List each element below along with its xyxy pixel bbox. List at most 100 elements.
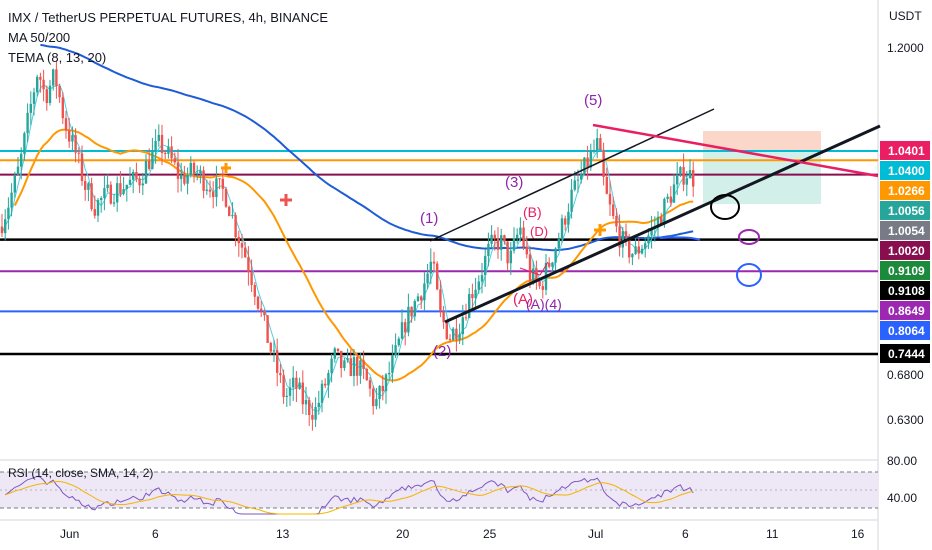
ma200-line xyxy=(40,43,694,252)
candle-body xyxy=(471,293,474,299)
candle-body xyxy=(240,243,244,248)
candle-body xyxy=(429,261,432,274)
x-tick-label: 16 xyxy=(851,527,865,541)
price-tags: 1.0401 1.0400 1.0266 1.0056 1.0054 1.0020 0.91… xyxy=(880,140,930,363)
candle-body xyxy=(250,272,253,286)
candle-body xyxy=(413,301,416,317)
candle-body xyxy=(10,192,13,208)
candle-body xyxy=(298,382,301,389)
wave-label-2: (2) xyxy=(433,343,451,360)
price-tag-bg xyxy=(880,280,930,300)
rsi-line xyxy=(4,475,694,515)
candle-body xyxy=(522,227,525,247)
candle-body xyxy=(439,289,442,312)
candle-body xyxy=(253,285,256,297)
tema-indicator-label[interactable]: TEMA (8, 13, 20) xyxy=(8,50,107,65)
candle-body xyxy=(199,170,202,174)
main-pane[interactable] xyxy=(0,0,878,460)
candle-body xyxy=(612,204,615,217)
symbol-title[interactable]: IMX / TetherUS PERPETUAL FUTURES, 4h, BI… xyxy=(8,10,329,25)
trend-lines[interactable] xyxy=(429,108,881,324)
candle-body xyxy=(570,189,573,212)
price-tag: 1.0020 xyxy=(880,240,930,260)
candle-body xyxy=(317,402,320,408)
candle-body xyxy=(186,175,189,184)
x-tick-label: 13 xyxy=(276,527,290,541)
price-tag-label: 1.0020 xyxy=(888,244,925,258)
price-tag-bg xyxy=(880,300,930,320)
x-tick-label: 25 xyxy=(483,527,497,541)
circle-annotation[interactable] xyxy=(736,263,762,287)
candle-body xyxy=(535,268,538,282)
candle-body xyxy=(208,189,212,192)
channel-upper-line[interactable] xyxy=(429,108,715,242)
candle-body xyxy=(336,348,340,352)
candle-body xyxy=(640,248,644,254)
candle-body xyxy=(490,234,493,244)
candle-body xyxy=(525,246,528,255)
price-tag-bg xyxy=(880,343,930,363)
candle-body xyxy=(528,254,532,281)
time-axis[interactable]: Jun 6 13 20 25 Jul 6 11 16 xyxy=(60,527,865,541)
price-tag-bg xyxy=(880,320,930,340)
candle-body xyxy=(138,178,141,186)
candle-body xyxy=(266,315,269,343)
candle-body xyxy=(52,69,55,86)
candle-body xyxy=(538,281,541,287)
annotations[interactable] xyxy=(659,194,762,287)
candle-body xyxy=(228,206,231,217)
candle-body xyxy=(404,322,407,333)
candle-body xyxy=(512,238,516,251)
candle-body xyxy=(493,234,496,239)
candle-body xyxy=(692,170,695,187)
channel-lower-line[interactable] xyxy=(444,124,881,324)
candle-body xyxy=(560,218,564,240)
candle-body xyxy=(125,184,128,190)
stop-loss-zone[interactable] xyxy=(703,131,821,152)
candle-body xyxy=(167,146,170,154)
candle-body xyxy=(36,76,39,93)
price-tag: 1.0401 xyxy=(880,140,930,160)
circle-annotation[interactable] xyxy=(738,229,760,245)
candle-body xyxy=(285,395,288,398)
resistance-trend-line[interactable] xyxy=(592,123,879,178)
candle-body xyxy=(80,153,84,182)
candle-body xyxy=(468,293,471,318)
candle-body xyxy=(381,385,384,392)
candle-body xyxy=(327,373,330,386)
curve-annotation xyxy=(659,236,701,241)
ma-indicator-label[interactable]: MA 50/200 xyxy=(8,30,71,45)
candle-body xyxy=(308,400,311,415)
candle-body xyxy=(234,215,237,238)
rsi-indicator-label[interactable]: RSI (14, close, SMA, 14, 2) xyxy=(8,466,154,480)
price-tag: 0.8649 xyxy=(880,300,930,320)
wave-label-d: (D) xyxy=(530,224,548,239)
candle-body xyxy=(352,357,356,376)
candle-body xyxy=(368,380,372,389)
candle-body xyxy=(637,246,640,254)
candle-body xyxy=(672,184,676,203)
cross-marker xyxy=(594,224,606,236)
candle-body xyxy=(519,227,522,235)
candle-body xyxy=(221,178,224,189)
candle-body xyxy=(173,158,176,163)
candle-body xyxy=(432,261,436,264)
circle-annotation[interactable] xyxy=(710,194,740,220)
candle-body xyxy=(301,382,304,405)
rsi-pane[interactable] xyxy=(0,471,878,515)
currency-label: USDT xyxy=(889,9,922,23)
candle-body xyxy=(503,235,506,242)
wave-label-a: (A) xyxy=(513,291,533,308)
candle-body xyxy=(608,193,612,205)
candle-body xyxy=(29,103,32,113)
candle-body xyxy=(23,133,26,154)
candle-body xyxy=(196,173,199,175)
candle-body xyxy=(477,281,480,290)
price-tag-label: 0.9109 xyxy=(888,264,925,278)
chart-legend[interactable]: IMX / TetherUS PERPETUAL FUTURES, 4h, BI… xyxy=(8,8,328,68)
candle-body xyxy=(7,207,10,220)
price-tag-label: 1.0056 xyxy=(888,204,925,218)
price-tag-bg xyxy=(880,180,930,200)
candle-body xyxy=(96,200,100,216)
